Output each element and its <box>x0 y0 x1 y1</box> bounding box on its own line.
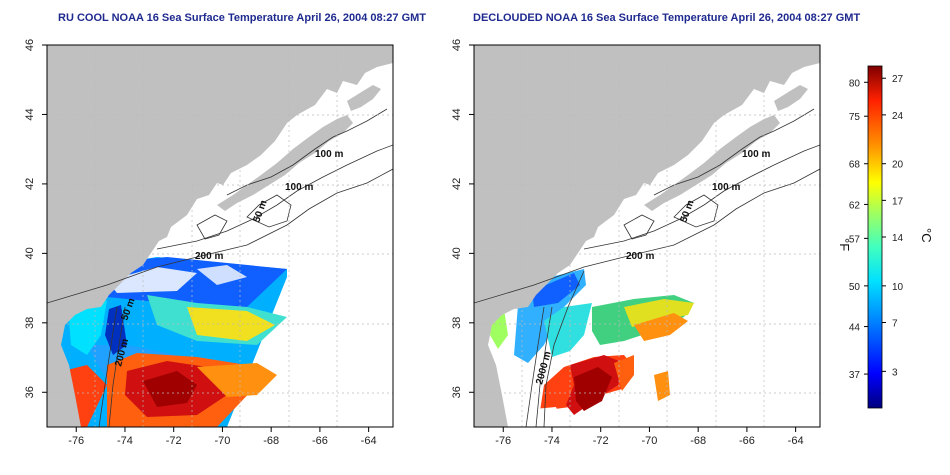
x-tick-label: -74 <box>117 435 133 447</box>
x-tick-label: -68 <box>263 435 279 447</box>
y-tick-label: 46 <box>451 39 463 51</box>
x-tick-label: -70 <box>641 435 657 447</box>
fahrenheit-tick-label: 37 <box>849 370 861 381</box>
x-tick-label: -68 <box>690 435 706 447</box>
y-tick-label: 42 <box>24 178 36 190</box>
right-bathymetry-contours <box>474 108 820 427</box>
y-tick-label: 38 <box>451 317 463 329</box>
y-tick-label: 40 <box>24 247 36 259</box>
y-tick-label: 38 <box>24 317 36 329</box>
fahrenheit-tick-label: 57 <box>849 234 861 245</box>
y-tick-label: 44 <box>24 108 36 120</box>
celsius-tick-label: 14 <box>892 233 904 244</box>
fahrenheit-tick-label: 62 <box>849 200 861 211</box>
left-map-title: RU COOL NOAA 16 Sea Surface Temperature … <box>58 12 427 24</box>
celsius-tick-label: 10 <box>892 282 904 293</box>
fahrenheit-label: °F <box>837 238 852 251</box>
left-bathymetry-contours <box>47 108 393 427</box>
left-map-frame <box>46 44 394 428</box>
x-tick-label: -76 <box>495 435 511 447</box>
contour-label-100m-b: 100 m <box>712 182 740 193</box>
fahrenheit-tick-label: 68 <box>849 160 861 171</box>
y-tick-label: 44 <box>451 108 463 120</box>
colorbar-ticks: 27 24 20 17 14 10 7 3 80 75 68 62 57 50 44 37 <box>849 74 904 381</box>
right-axis-ticks: -76 -74 -72 -70 -68 -66 -64 36 38 40 42 44 46 <box>451 39 804 447</box>
celsius-label: °C <box>919 228 934 243</box>
celsius-tick-label: 27 <box>892 74 904 85</box>
fahrenheit-tick-label: 75 <box>849 112 861 123</box>
fahrenheit-tick-label: 50 <box>849 282 861 293</box>
y-tick-label: 36 <box>451 386 463 398</box>
celsius-tick-label: 24 <box>892 111 904 122</box>
right-map-title: DECLOUDED NOAA 16 Sea Surface Temperatur… <box>473 12 861 24</box>
x-tick-label: -64 <box>788 435 804 447</box>
x-tick-label: -66 <box>312 435 328 447</box>
contour-label-100m-a: 100 m <box>742 149 770 160</box>
temperature-colorbar: 27 24 20 17 14 10 7 3 80 75 68 62 57 50 44 37 °F °C <box>837 65 934 409</box>
y-tick-label: 46 <box>24 39 36 51</box>
y-tick-label: 36 <box>24 386 36 398</box>
left-map-panel: 100 m 100 m 50 m 200 m 50 m 200 m -76 -74… <box>24 39 394 447</box>
x-tick-label: -66 <box>739 435 755 447</box>
x-tick-label: -72 <box>593 435 609 447</box>
contour-label-200m: 200 m <box>195 251 223 262</box>
celsius-tick-label: 20 <box>892 160 904 171</box>
left-grid <box>47 45 393 427</box>
y-tick-label: 42 <box>451 178 463 190</box>
celsius-tick-label: 17 <box>892 196 904 207</box>
celsius-tick-label: 7 <box>892 319 898 330</box>
x-tick-label: -70 <box>214 435 230 447</box>
x-tick-label: -74 <box>544 435 560 447</box>
right-map-frame <box>473 44 821 428</box>
contour-label-100m-b: 100 m <box>285 182 313 193</box>
left-axis-ticks: -76 -74 -72 -70 -68 -66 -64 36 38 40 42 44 46 <box>24 39 377 447</box>
right-grid <box>474 45 820 427</box>
colorbar-gradient <box>867 65 883 409</box>
right-map-panel: 100 m 100 m 50 m 200 m 2000 m -76 -74 -72-… <box>451 39 821 447</box>
contour-label-100m-a: 100 m <box>315 149 343 160</box>
fahrenheit-tick-label: 44 <box>849 323 861 334</box>
fahrenheit-tick-label: 80 <box>849 78 861 89</box>
x-tick-label: -76 <box>68 435 84 447</box>
x-tick-label: -72 <box>166 435 182 447</box>
y-tick-label: 40 <box>451 247 463 259</box>
contour-label-200m: 200 m <box>626 251 654 262</box>
celsius-tick-label: 3 <box>892 367 898 378</box>
x-tick-label: -64 <box>361 435 377 447</box>
